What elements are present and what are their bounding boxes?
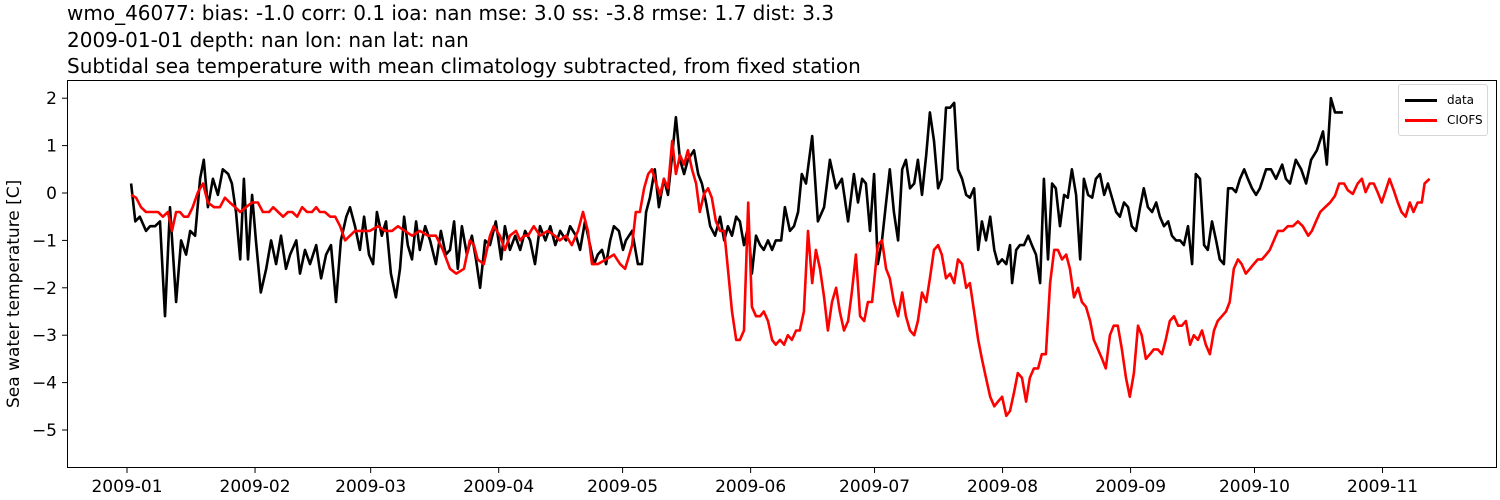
- series-layer: [129, 96, 1431, 418]
- legend-line-icon-ciofs: [1405, 118, 1437, 122]
- series-line-data: [129, 96, 1343, 318]
- legend-label-data: data: [1447, 93, 1475, 107]
- legend-item-ciofs: CIOFS: [1405, 111, 1483, 129]
- y-tick-label: 2: [46, 89, 57, 109]
- legend-item-data: data: [1405, 91, 1474, 109]
- x-tick-label: 2009-05: [587, 477, 658, 497]
- chart-title: Subtidal sea temperature with mean clima…: [67, 54, 861, 78]
- x-tick-label: 2009-02: [220, 477, 291, 497]
- y-tick-label: 1: [46, 137, 57, 157]
- series-line-ciofs: [130, 139, 1431, 418]
- y-tick-label: −2: [32, 279, 57, 299]
- title-station-line: 2009-01-01 depth: nan lon: nan lat: nan: [67, 28, 469, 52]
- x-axis-ticks: 2009-01 2009-02 2009-03 2009-04 2009-05 2009-…: [91, 467, 1418, 497]
- y-tick-label: −4: [32, 374, 57, 394]
- x-tick-label: 2009-04: [463, 477, 534, 497]
- x-tick-label: 2009-11: [1347, 477, 1418, 497]
- y-tick-label: −3: [32, 326, 57, 346]
- legend: data CIOFS: [1398, 84, 1488, 136]
- title-stats-line: wmo_46077: bias: -1.0 corr: 0.1 ioa: nan…: [67, 1, 835, 25]
- y-tick-label: −1: [32, 231, 57, 251]
- axes-frame: [67, 80, 1497, 468]
- y-tick-label: −5: [32, 421, 57, 441]
- x-tick-label: 2009-08: [967, 477, 1038, 497]
- x-tick-label: 2009-10: [1219, 477, 1290, 497]
- y-tick-label: 0: [46, 184, 57, 204]
- x-tick-label: 2009-01: [91, 477, 162, 497]
- y-axis-label: Sea water temperature [C]: [4, 179, 24, 408]
- y-axis-ticks: 2 1 0 −1 −2 −3 −4 −5: [32, 89, 68, 441]
- x-tick-label: 2009-06: [715, 477, 786, 497]
- x-tick-label: 2009-09: [1095, 477, 1166, 497]
- legend-label-ciofs: CIOFS: [1447, 113, 1483, 127]
- x-tick-label: 2009-03: [335, 477, 406, 497]
- legend-line-icon-data: [1405, 98, 1437, 102]
- x-tick-label: 2009-07: [839, 477, 910, 497]
